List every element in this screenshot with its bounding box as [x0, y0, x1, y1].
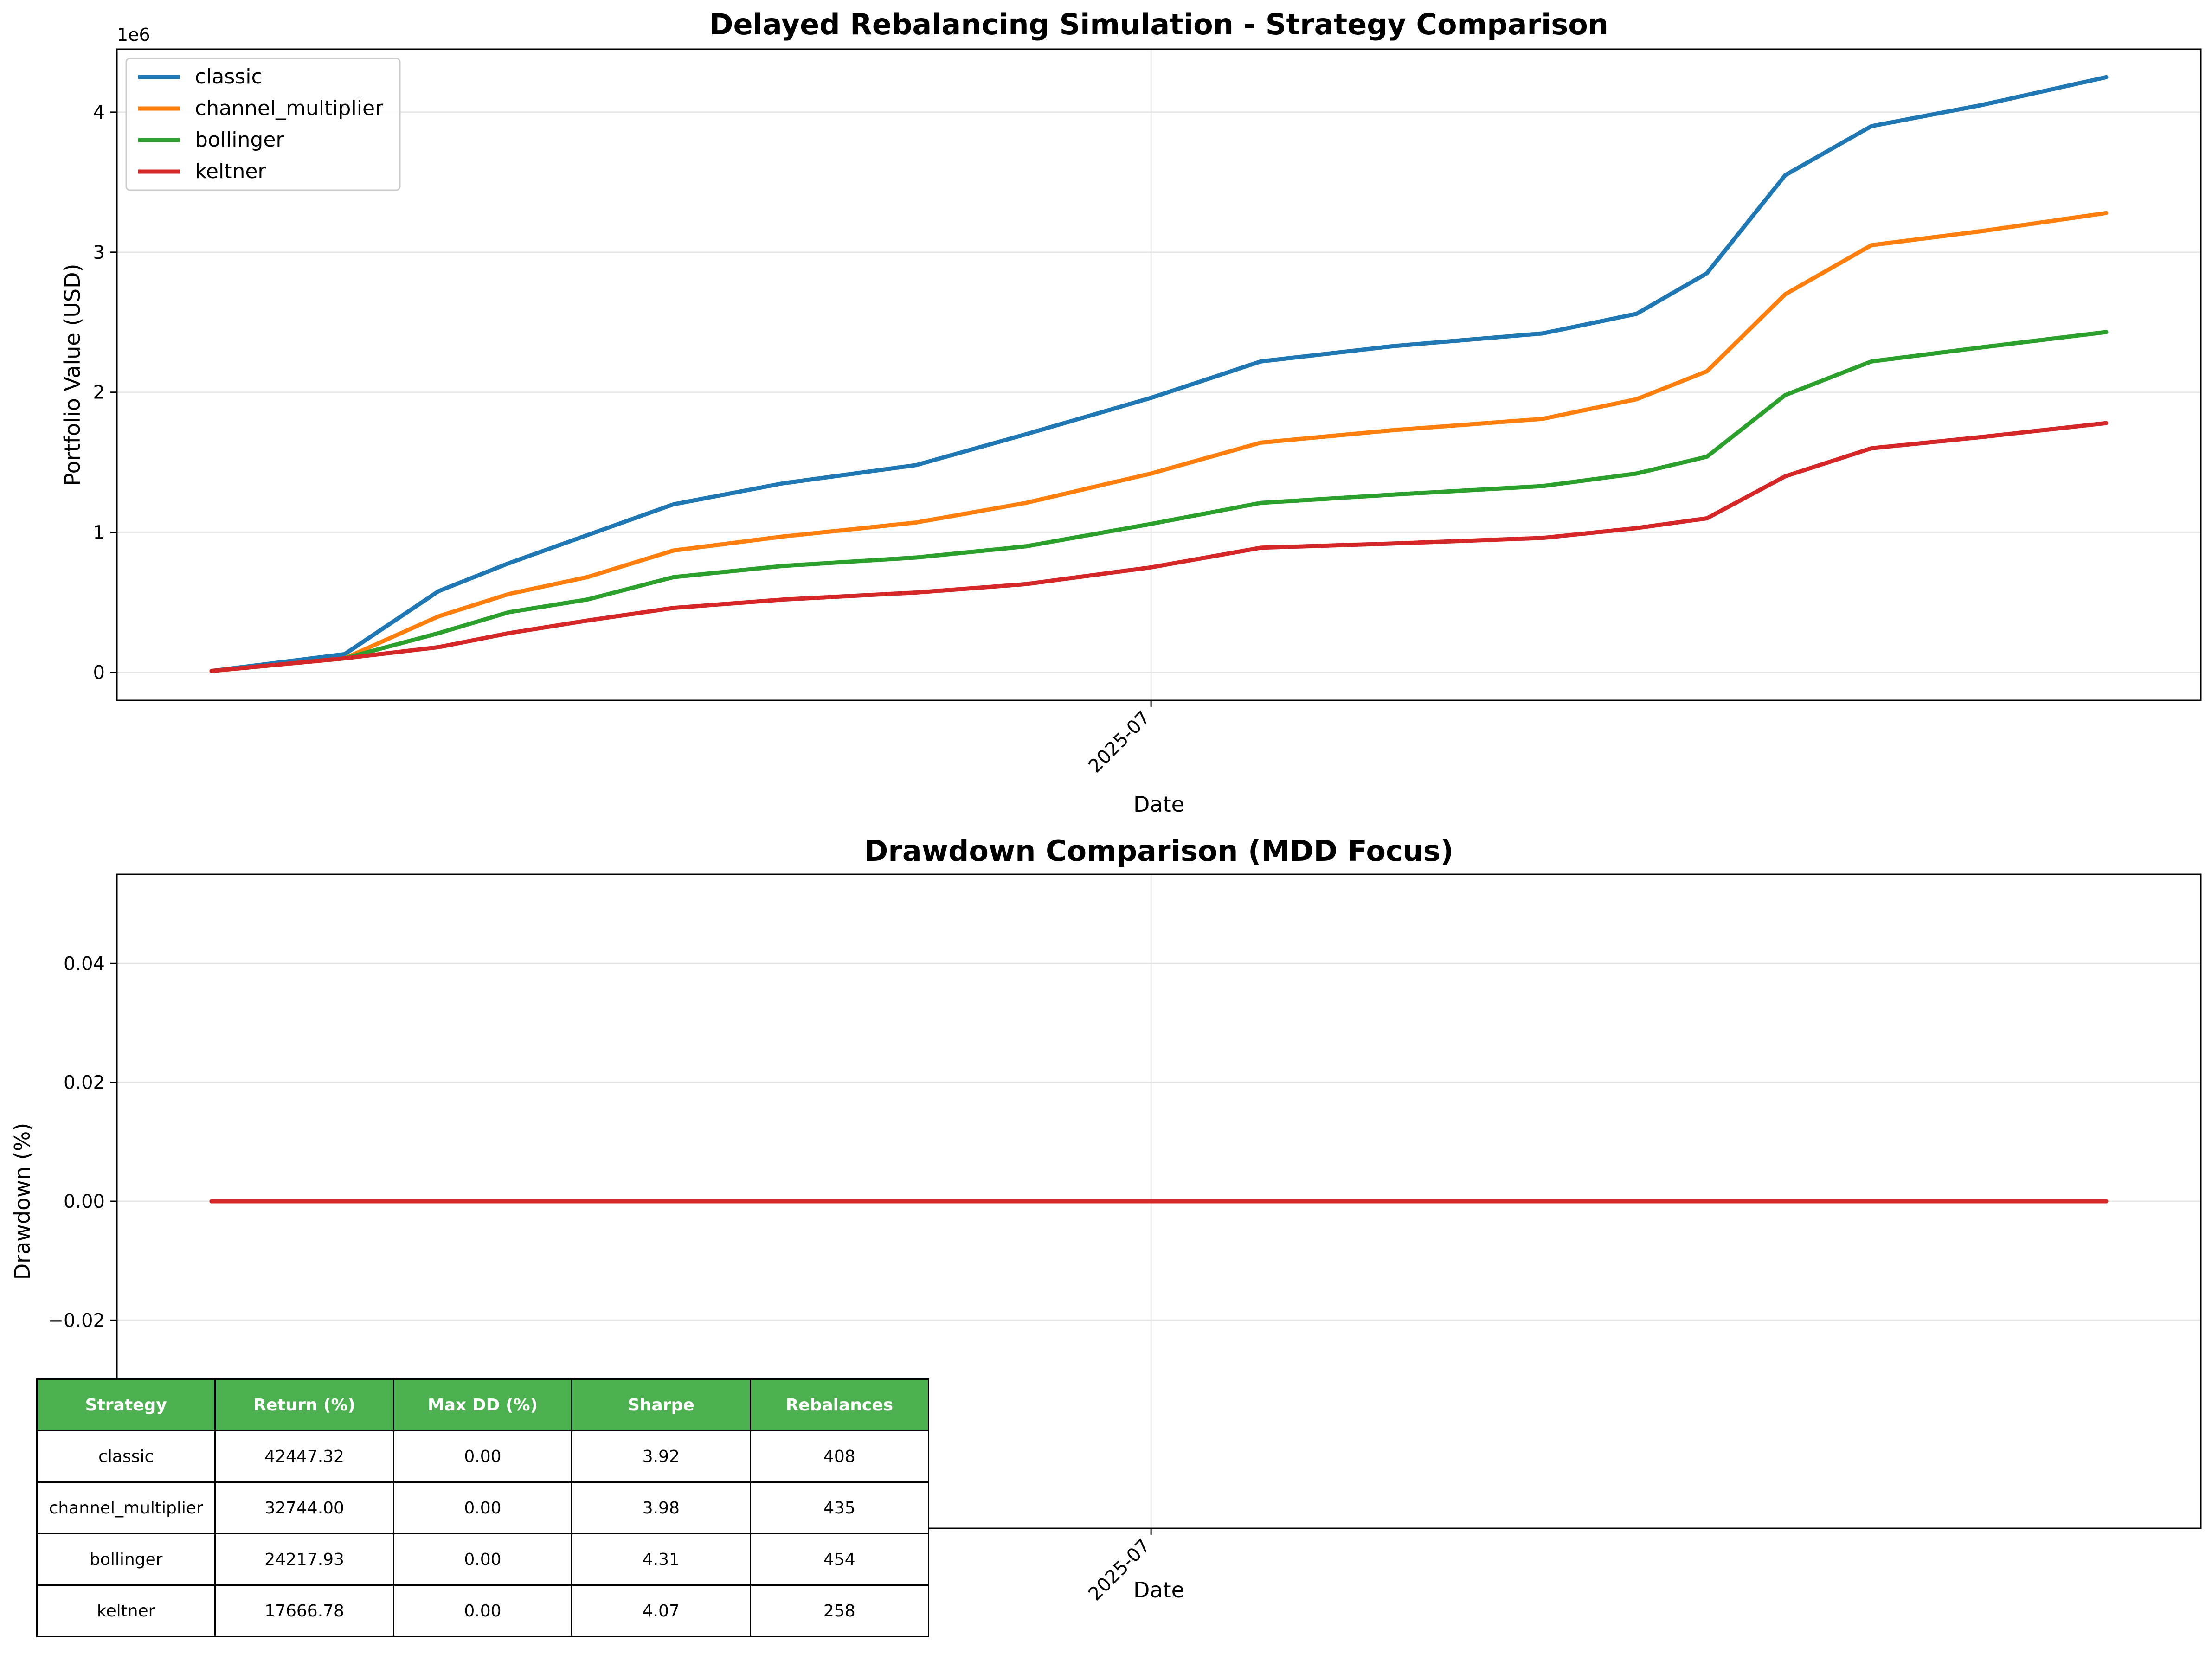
portfolio-plot-frame	[116, 48, 2202, 701]
table-header-cell: Strategy	[36, 1378, 216, 1431]
drawdown-chart-title: Drawdown Comparison (MDD Focus)	[864, 834, 1453, 868]
y-tick-label: 0.00	[64, 1191, 105, 1212]
table-cell: bollinger	[36, 1533, 216, 1586]
table-cell: 0.00	[392, 1481, 573, 1534]
table-header-row: Strategy Return (%) Max DD (%) Sharpe Re…	[36, 1378, 930, 1431]
series-line-channel-multiplier	[209, 211, 2109, 673]
table-cell: 454	[749, 1533, 930, 1586]
series-line-bollinger	[209, 330, 2109, 673]
table-cell: 435	[749, 1481, 930, 1534]
y-tick-label: 2	[93, 382, 105, 404]
table-row: keltner 17666.78 0.00 4.07 258	[36, 1584, 930, 1637]
portfolio-chart-title: Delayed Rebalancing Simulation - Strateg…	[709, 7, 1608, 41]
performance-table: Strategy Return (%) Max DD (%) Sharpe Re…	[36, 1378, 930, 1637]
table-cell: 3.98	[571, 1481, 751, 1534]
table-cell: 4.31	[571, 1533, 751, 1586]
table-row: classic 42447.32 0.00 3.92 408	[36, 1430, 930, 1483]
legend-label-bollinger: bollinger	[195, 128, 284, 152]
drawdown-y-axis-label: Drawdown (%)	[10, 1123, 35, 1280]
table-cell: keltner	[36, 1584, 216, 1637]
legend-label-keltner: keltner	[195, 160, 266, 183]
y-tick-label: 4	[93, 102, 105, 123]
y-tick-label: 0	[93, 662, 105, 684]
y-tick-label: 0.02	[64, 1072, 105, 1094]
portfolio-x-axis-label: Date	[1133, 792, 1184, 817]
y-tick-label: 3	[93, 242, 105, 263]
table-cell: 4.07	[571, 1584, 751, 1637]
drawdown-plot-frame	[116, 873, 2202, 1529]
table-row: bollinger 24217.93 0.00 4.31 454	[36, 1533, 930, 1586]
y-offset-label: 1e6	[117, 25, 150, 45]
series-line-keltner	[209, 421, 2109, 673]
drawdown-x-axis-label: Date	[1133, 1577, 1184, 1603]
table-header-cell: Rebalances	[749, 1378, 930, 1431]
table-cell: 24217.93	[214, 1533, 394, 1586]
table-cell: classic	[36, 1430, 216, 1483]
table-cell: 42447.32	[214, 1430, 394, 1483]
legend-label-classic: classic	[195, 65, 263, 89]
table-cell: 0.00	[392, 1430, 573, 1483]
table-cell: 408	[749, 1430, 930, 1483]
table-cell: 17666.78	[214, 1584, 394, 1637]
y-tick-label: −0.02	[48, 1310, 105, 1331]
table-row: channel_multiplier 32744.00 0.00 3.98 43…	[36, 1481, 930, 1534]
table-cell: 32744.00	[214, 1481, 394, 1534]
table-cell: 0.00	[392, 1533, 573, 1586]
legend-box	[125, 58, 401, 191]
portfolio-chart: Delayed Rebalancing Simulation - Strateg…	[60, 7, 2202, 817]
series-line-classic	[209, 75, 2109, 673]
table-header-cell: Sharpe	[571, 1378, 751, 1431]
legend-label-channel-multiplier: channel_multiplier	[195, 96, 384, 120]
table-cell: 258	[749, 1584, 930, 1637]
table-cell: 3.92	[571, 1430, 751, 1483]
table-cell: 0.00	[392, 1584, 573, 1637]
table-header-cell: Max DD (%)	[392, 1378, 573, 1431]
y-tick-label: 0.04	[64, 953, 105, 974]
legend: classic channel_multiplier bollinger kel…	[125, 58, 401, 191]
y-tick-label: 1	[93, 522, 105, 544]
table-cell: channel_multiplier	[36, 1481, 216, 1534]
portfolio-y-axis-label: Portfolio Value (USD)	[60, 264, 85, 486]
table-header-cell: Return (%)	[214, 1378, 394, 1431]
